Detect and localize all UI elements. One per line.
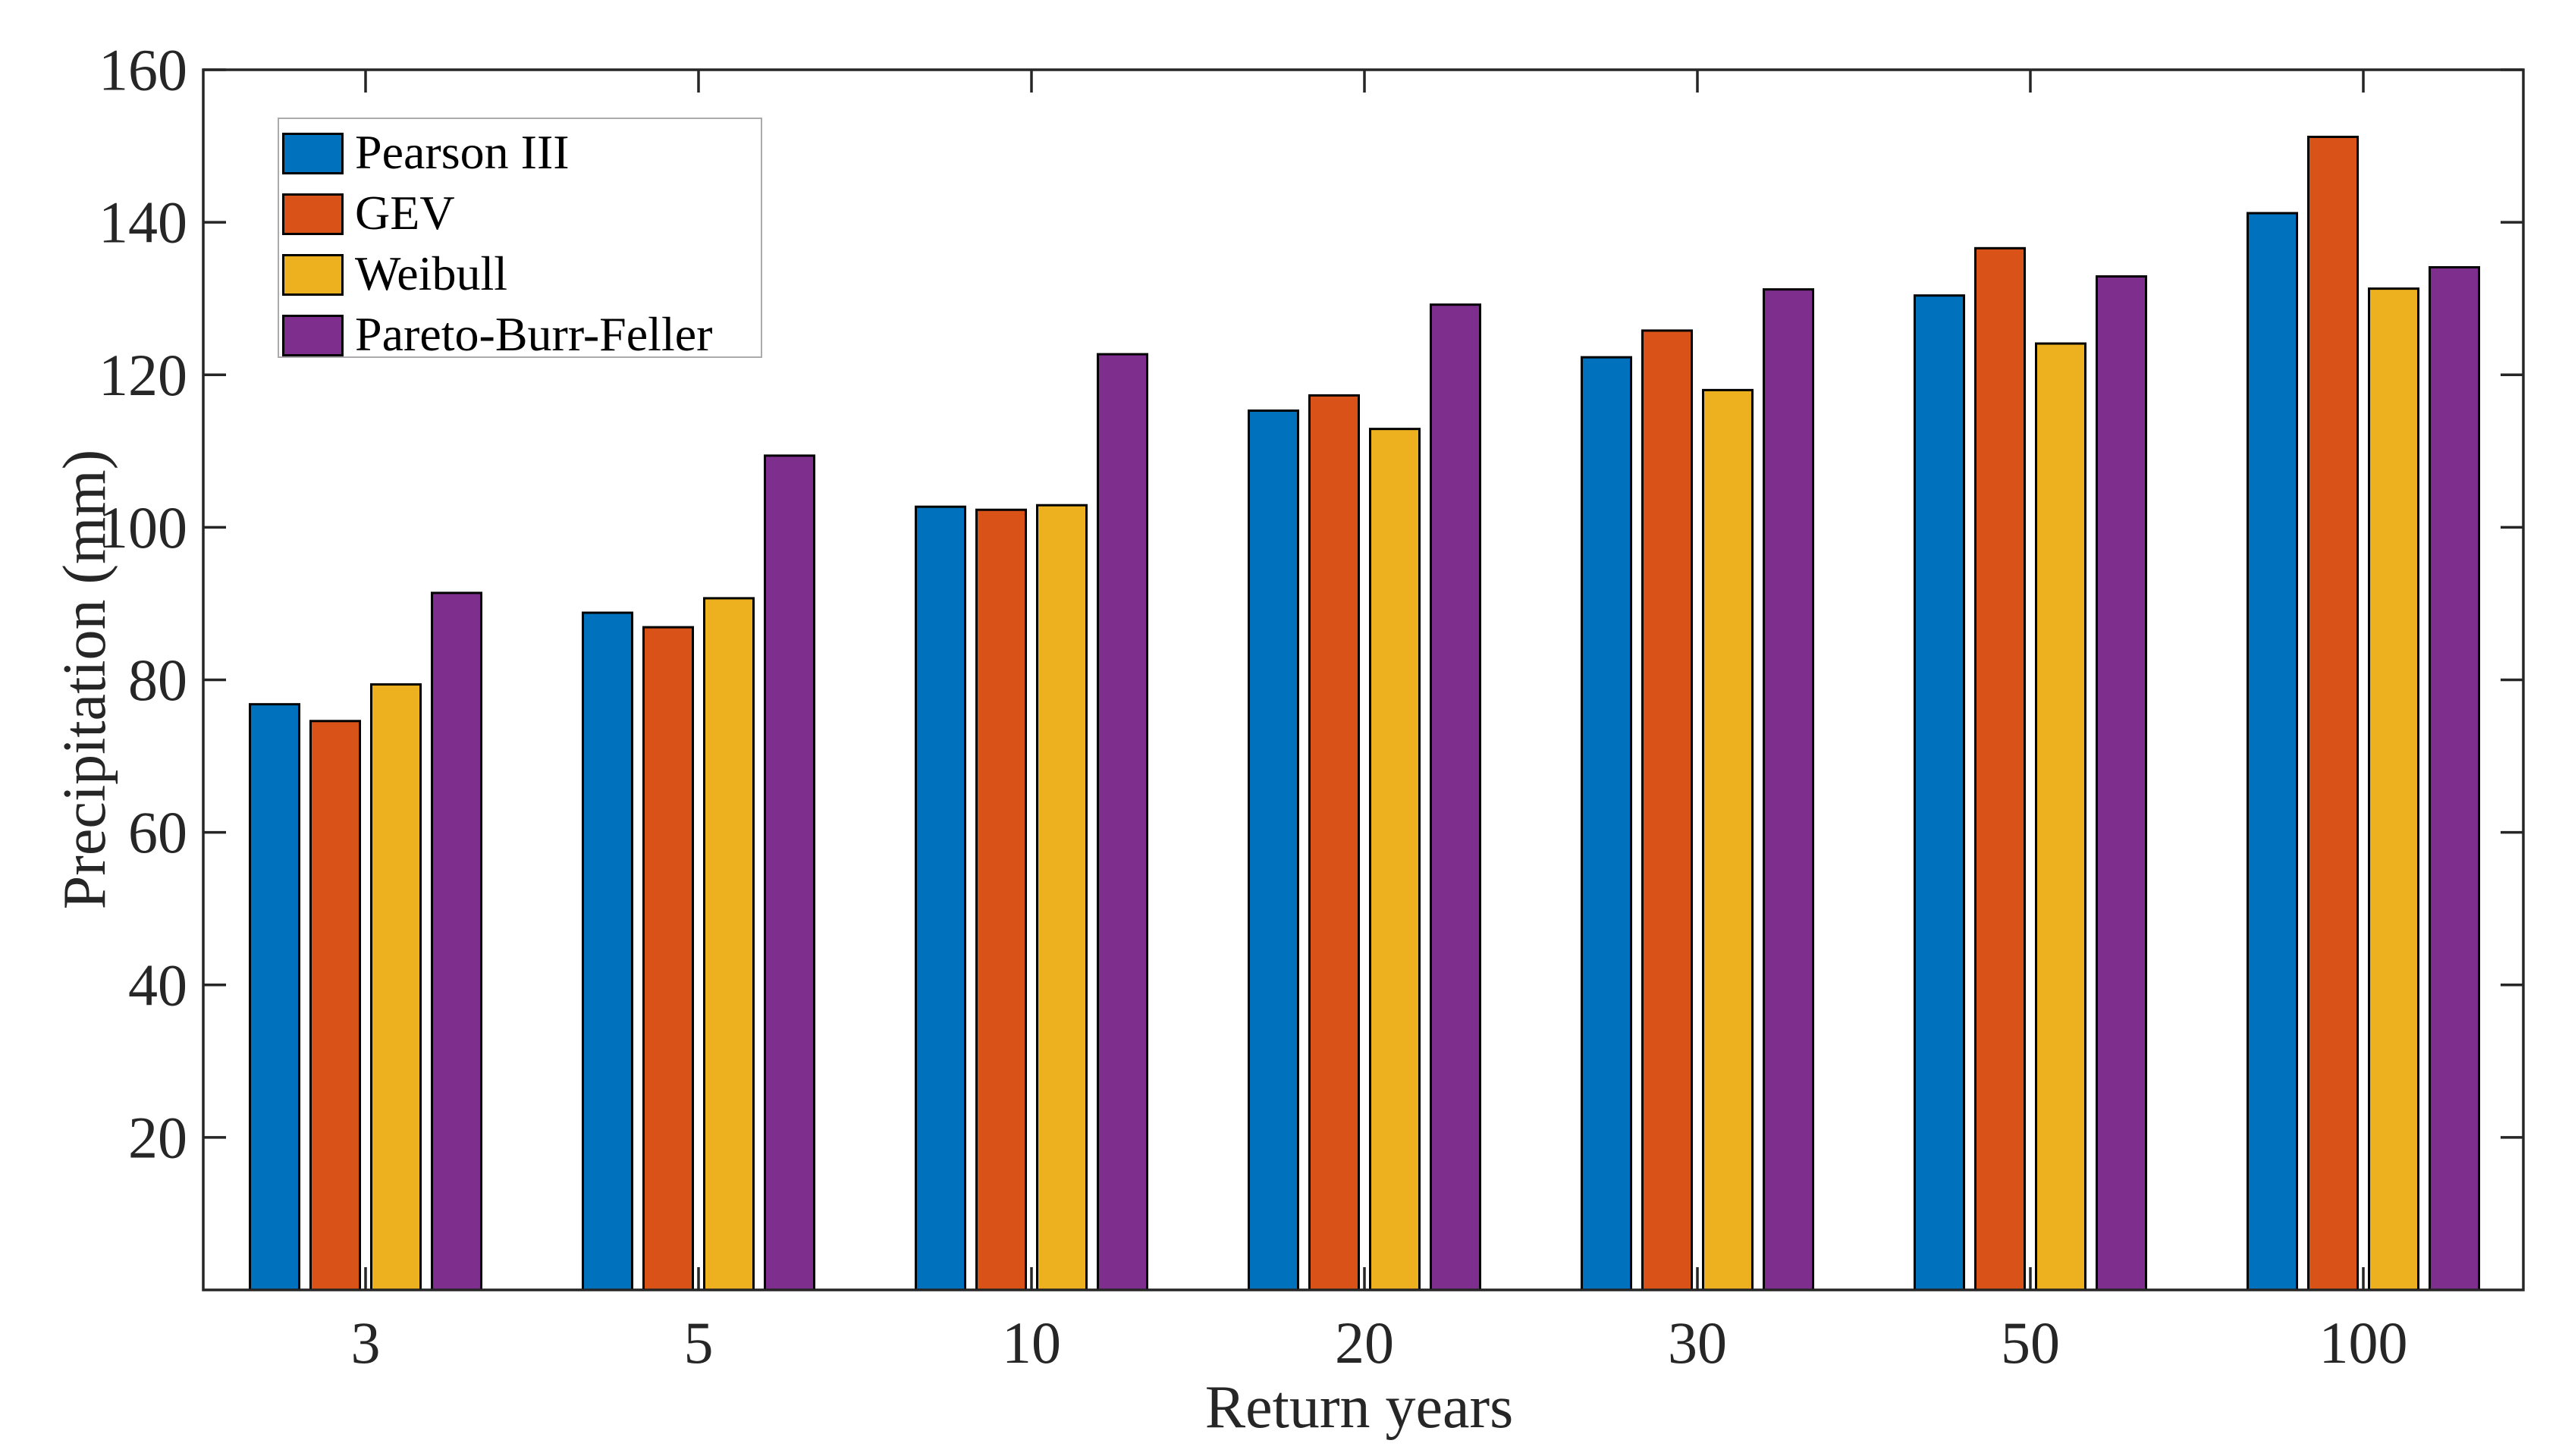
bar-pareto-burr-feller-20 <box>1430 303 1481 1291</box>
legend-item-weibull: Weibull <box>279 246 761 315</box>
bar-pareto-burr-feller-3 <box>431 592 482 1291</box>
bar-pearson-iii-10 <box>915 505 966 1291</box>
legend-item-gev: GEV <box>279 186 761 254</box>
legend-label-gev: GEV <box>355 186 455 240</box>
x-axis-label: Return years <box>1205 1374 1514 1441</box>
bar-pearson-iii-3 <box>249 703 300 1291</box>
bar-weibull-20 <box>1369 428 1421 1291</box>
legend-label-pearson-iii: Pearson III <box>355 125 570 179</box>
bar-gev-100 <box>2307 135 2359 1291</box>
y-tick-label-40: 40 <box>128 952 187 1018</box>
x-tick-label-10: 10 <box>1002 1310 1061 1376</box>
legend-label-weibull: Weibull <box>355 246 508 300</box>
bar-pareto-burr-feller-50 <box>2096 275 2147 1291</box>
bar-gev-20 <box>1308 394 1360 1291</box>
bar-pareto-burr-feller-30 <box>1763 288 1814 1291</box>
bar-pearson-iii-20 <box>1248 410 1299 1291</box>
legend-swatch-gev <box>282 193 344 235</box>
bar-pareto-burr-feller-10 <box>1097 353 1148 1291</box>
legend: Pearson III GEV Weibull Pareto-Burr-Fell… <box>278 118 762 361</box>
bar-weibull-50 <box>2035 342 2086 1291</box>
bar-gev-50 <box>1974 246 2026 1291</box>
bar-weibull-5 <box>703 597 755 1291</box>
y-tick-label-100: 100 <box>99 494 187 560</box>
y-tick-label-20: 20 <box>128 1104 187 1170</box>
bar-weibull-3 <box>370 683 422 1291</box>
bar-pearson-iii-30 <box>1581 356 1632 1291</box>
bar-weibull-10 <box>1036 504 1088 1291</box>
legend-swatch-weibull <box>282 254 344 296</box>
bar-weibull-100 <box>2368 287 2419 1291</box>
x-tick-label-100: 100 <box>2319 1310 2408 1376</box>
legend-label-pareto-burr-feller: Pareto-Burr-Feller <box>355 307 713 361</box>
bar-pearson-iii-100 <box>2247 212 2298 1291</box>
x-tick-label-30: 30 <box>1668 1310 1727 1376</box>
bar-gev-30 <box>1641 329 1693 1291</box>
bar-gev-10 <box>975 508 1027 1291</box>
x-tick-label-20: 20 <box>1335 1310 1394 1376</box>
legend-item-pareto-burr-feller: Pareto-Burr-Feller <box>279 307 761 375</box>
y-tick-label-60: 60 <box>128 799 187 865</box>
bar-pearson-iii-50 <box>1914 294 1965 1291</box>
y-tick-label-80: 80 <box>128 647 187 713</box>
bar-gev-5 <box>642 626 694 1291</box>
legend-item-pearson-iii: Pearson III <box>279 125 761 193</box>
x-tick-label-5: 5 <box>684 1310 714 1376</box>
legend-swatch-pearson-iii <box>282 133 344 174</box>
x-tick-label-3: 3 <box>351 1310 381 1376</box>
y-tick-label-160: 160 <box>99 37 187 103</box>
bar-gev-3 <box>309 720 361 1291</box>
bar-weibull-30 <box>1702 388 1754 1291</box>
y-tick-label-140: 140 <box>99 190 187 256</box>
x-tick-label-50: 50 <box>2001 1310 2060 1376</box>
legend-swatch-pareto-burr-feller <box>282 315 344 356</box>
y-tick-label-120: 120 <box>99 342 187 408</box>
bar-pareto-burr-feller-100 <box>2429 265 2480 1291</box>
y-axis-label: Precipitation (mm) <box>52 450 118 910</box>
bar-pearson-iii-5 <box>582 611 633 1291</box>
bar-pareto-burr-feller-5 <box>764 454 815 1291</box>
